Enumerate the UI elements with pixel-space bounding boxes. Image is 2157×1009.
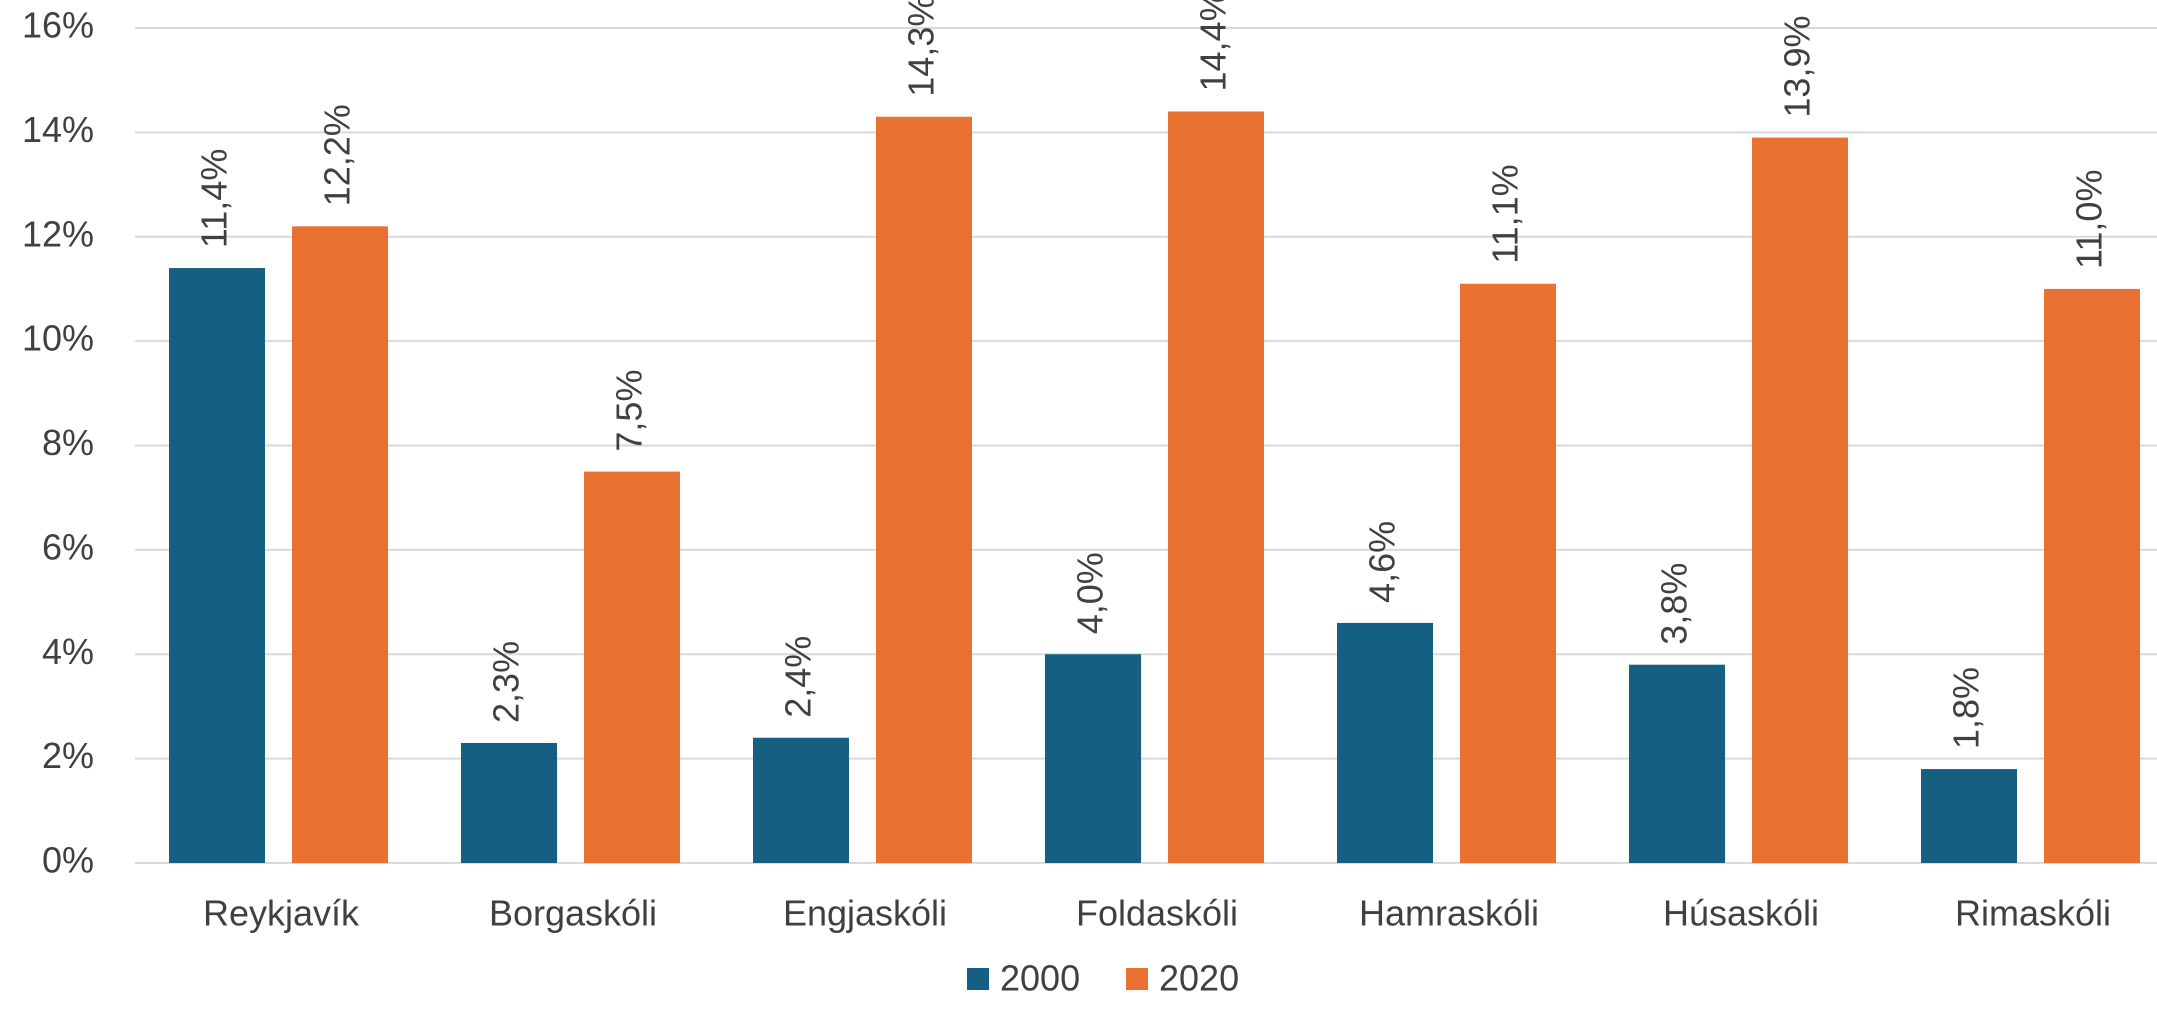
y-tick-label: 10%	[22, 318, 94, 359]
bar	[461, 742, 557, 863]
data-label: 13,9%	[1777, 16, 1818, 118]
bar	[1460, 283, 1556, 863]
data-label: 1,8%	[1946, 667, 1987, 749]
bar	[1045, 654, 1141, 863]
y-tick-label: 4%	[42, 631, 94, 672]
x-tick-label: Rimaskóli	[1955, 893, 2111, 934]
x-tick-label: Húsaskóli	[1663, 893, 1819, 934]
data-label: 2,3%	[486, 641, 527, 723]
data-label: 11,0%	[2069, 170, 2110, 269]
bar	[1337, 622, 1433, 863]
data-label: 11,4%	[194, 149, 235, 248]
data-label: 7,5%	[609, 370, 650, 452]
y-tick-label: 12%	[22, 213, 94, 254]
y-tick-label: 0%	[42, 840, 94, 881]
x-tick-label: Engjaskóli	[783, 893, 947, 934]
bar	[1752, 137, 1848, 863]
data-label: 3,8%	[1654, 563, 1695, 645]
x-tick-label: Hamraskóli	[1359, 893, 1539, 934]
bar	[753, 737, 849, 863]
bar	[1629, 664, 1725, 863]
y-tick-label: 14%	[22, 109, 94, 150]
legend-swatch	[1126, 968, 1148, 990]
legend-label: 2000	[1000, 958, 1080, 999]
bar	[1921, 769, 2017, 863]
x-tick-label: Foldaskóli	[1076, 893, 1238, 934]
data-label: 14,3%	[901, 0, 942, 97]
bar	[169, 268, 265, 863]
y-tick-label: 2%	[42, 735, 94, 776]
y-tick-label: 8%	[42, 422, 94, 463]
y-tick-label: 6%	[42, 526, 94, 567]
data-label: 4,6%	[1362, 521, 1403, 603]
data-label: 12,2%	[317, 104, 358, 206]
bar	[2044, 288, 2140, 863]
legend-swatch	[967, 968, 989, 990]
legend-label: 2020	[1159, 958, 1239, 999]
data-label: 14,4%	[1193, 0, 1234, 92]
data-label: 4,0%	[1070, 552, 1111, 634]
bar	[876, 116, 972, 863]
data-label: 11,1%	[1485, 164, 1526, 263]
x-tick-label: Reykjavík	[203, 893, 360, 934]
data-label: 2,4%	[778, 636, 819, 718]
bar	[1168, 111, 1264, 863]
bar	[584, 471, 680, 863]
y-tick-label: 16%	[22, 5, 94, 46]
bar	[292, 226, 388, 863]
x-tick-label: Borgaskóli	[489, 893, 657, 934]
